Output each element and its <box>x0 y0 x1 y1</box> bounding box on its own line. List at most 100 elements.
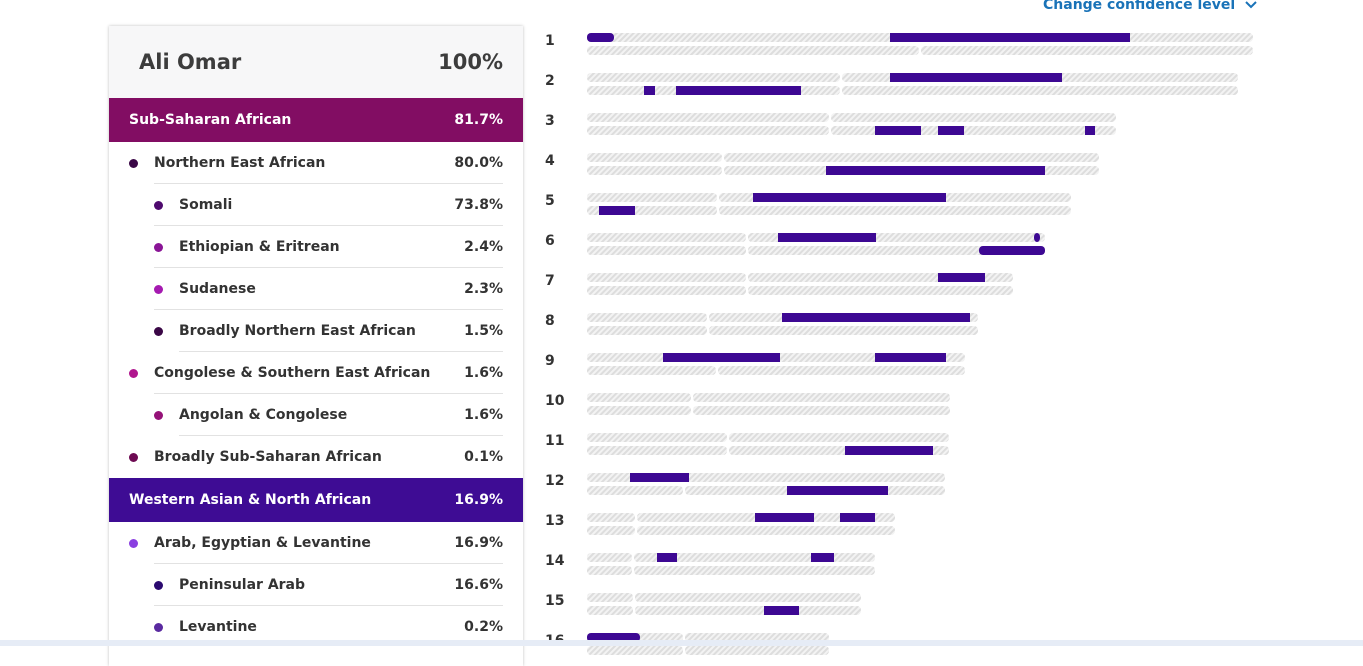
population-peninsular-arab[interactable]: Peninsular Arab 16.6% <box>109 564 523 606</box>
region-percent: 81.7% <box>454 112 503 128</box>
population-label: Somali <box>179 197 233 213</box>
chromosome-10[interactable]: 10 <box>545 393 1285 421</box>
lower-homolog-arm <box>635 606 861 615</box>
lower-homolog-arm <box>587 326 707 335</box>
lower-homolog-arm <box>709 326 978 335</box>
population-label: Arab, Egyptian & Levantine <box>154 535 371 551</box>
chromosome-pair-graphic <box>587 153 1099 175</box>
population-percent: 73.8% <box>454 197 503 213</box>
lower-homolog-arm <box>587 286 746 295</box>
ancestry-composition-panel: Ali Omar 100% Sub-Saharan African 81.7% No… <box>109 26 523 666</box>
ancestry-segment <box>676 86 801 95</box>
population-percent: 1.5% <box>464 323 503 339</box>
change-confidence-label: Change confidence level <box>1043 0 1236 13</box>
chromosome-3[interactable]: 3 <box>545 113 1285 141</box>
population-percent: 0.1% <box>464 449 503 465</box>
chromosome-12[interactable]: 12 <box>545 473 1285 501</box>
chromosome-pair-graphic <box>587 593 861 615</box>
lower-homolog-arm <box>842 86 1238 95</box>
population-levantine[interactable]: Levantine 0.2% <box>109 606 523 648</box>
upper-homolog-arm <box>587 553 632 562</box>
chromosome-pair-graphic <box>587 193 1071 215</box>
chromosome-2[interactable]: 2 <box>545 73 1285 101</box>
population-label: Levantine <box>179 619 257 635</box>
ancestry-segment <box>938 273 985 282</box>
population-broadly-sub-saharan-african[interactable]: Broadly Sub-Saharan African 0.1% <box>109 436 523 478</box>
chromosome-5[interactable]: 5 <box>545 193 1285 221</box>
population-sudanese[interactable]: Sudanese 2.3% <box>109 268 523 310</box>
ancestry-segment <box>657 553 677 562</box>
chromosome-number: 1 <box>545 33 555 49</box>
row-divider <box>154 605 503 606</box>
region-sub-saharan-african[interactable]: Sub-Saharan African 81.7% <box>109 98 523 142</box>
chromosome-14[interactable]: 14 <box>545 553 1285 581</box>
upper-homolog-arm <box>587 33 919 42</box>
upper-homolog-arm <box>587 393 691 402</box>
chromosome-4[interactable]: 4 <box>545 153 1285 181</box>
population-broadly-northern-east-african[interactable]: Broadly Northern East African 1.5% <box>109 310 523 352</box>
row-divider <box>154 225 503 226</box>
population-northern-east-african[interactable]: Northern East African 80.0% <box>109 142 523 184</box>
change-confidence-button[interactable]: Change confidence level <box>1043 0 1257 15</box>
upper-homolog-arm <box>587 113 829 122</box>
chromosome-15[interactable]: 15 <box>545 593 1285 621</box>
population-percent: 16.9% <box>454 535 503 551</box>
upper-homolog-arm <box>831 113 1116 122</box>
chromosome-number: 15 <box>545 593 565 609</box>
upper-homolog-arm <box>693 393 950 402</box>
population-congolese-southern-east-african[interactable]: Congolese & Southern East African 1.6% <box>109 352 523 394</box>
ancestry-segment <box>826 166 1045 175</box>
chromosome-pair-graphic <box>587 313 978 335</box>
chromosome-8[interactable]: 8 <box>545 313 1285 341</box>
lower-homolog-arm <box>719 206 1071 215</box>
color-dot-icon <box>154 285 163 294</box>
region-western-asian-north-african[interactable]: Western Asian & North African 16.9% <box>109 478 523 522</box>
population-somali[interactable]: Somali 73.8% <box>109 184 523 226</box>
ancestry-segment <box>755 513 814 522</box>
chromosome-7[interactable]: 7 <box>545 273 1285 301</box>
population-angolan-congolese[interactable]: Angolan & Congolese 1.6% <box>109 394 523 436</box>
color-dot-icon <box>154 327 163 336</box>
ancestry-segment <box>587 633 640 642</box>
lower-homolog-arm <box>587 366 716 375</box>
chromosome-number: 5 <box>545 193 555 209</box>
chromosome-pair-graphic <box>587 353 965 375</box>
chromosome-16[interactable]: 16 <box>545 633 1285 661</box>
lower-homolog-arm <box>587 566 632 575</box>
lower-homolog-arm <box>831 126 1116 135</box>
chromosome-pair-graphic <box>587 73 1238 95</box>
chromosome-pair-graphic <box>587 113 1116 135</box>
population-ethiopian-eritrean[interactable]: Ethiopian & Eritrean 2.4% <box>109 226 523 268</box>
chromosome-9[interactable]: 9 <box>545 353 1285 381</box>
population-label: Congolese & Southern East African <box>154 365 431 381</box>
upper-homolog-arm <box>635 593 861 602</box>
ancestry-segment <box>845 446 933 455</box>
row-divider <box>154 563 503 564</box>
ancestry-segment <box>599 206 635 215</box>
lower-homolog-arm <box>637 526 895 535</box>
population-label: Broadly Sub-Saharan African <box>154 449 382 465</box>
lower-homolog-arm <box>587 166 722 175</box>
chromosome-1[interactable]: 1 <box>545 33 1285 61</box>
ancestry-segment <box>778 233 876 242</box>
population-arab-egyptian-levantine[interactable]: Arab, Egyptian & Levantine 16.9% <box>109 522 523 564</box>
ancestry-segment <box>663 353 719 362</box>
chromosome-pair-graphic <box>587 513 895 535</box>
upper-homolog-arm <box>685 473 945 482</box>
lower-homolog-arm <box>921 46 1253 55</box>
row-divider <box>154 309 503 310</box>
region-list: Sub-Saharan African 81.7% Northern East Af… <box>109 98 523 648</box>
chromosome-6[interactable]: 6 <box>545 233 1285 261</box>
ancestry-segment <box>938 126 964 135</box>
chromosome-13[interactable]: 13 <box>545 513 1285 541</box>
chromosome-number: 11 <box>545 433 565 449</box>
lower-homolog-arm <box>587 246 746 255</box>
population-percent: 1.6% <box>464 365 503 381</box>
ancestry-segment <box>890 33 920 42</box>
chromosome-number: 4 <box>545 153 555 169</box>
person-name: Ali Omar <box>139 50 242 74</box>
chromosome-number: 13 <box>545 513 565 529</box>
chromosome-11[interactable]: 11 <box>545 433 1285 461</box>
ancestry-segment <box>840 513 875 522</box>
upper-homolog-arm <box>685 633 829 642</box>
